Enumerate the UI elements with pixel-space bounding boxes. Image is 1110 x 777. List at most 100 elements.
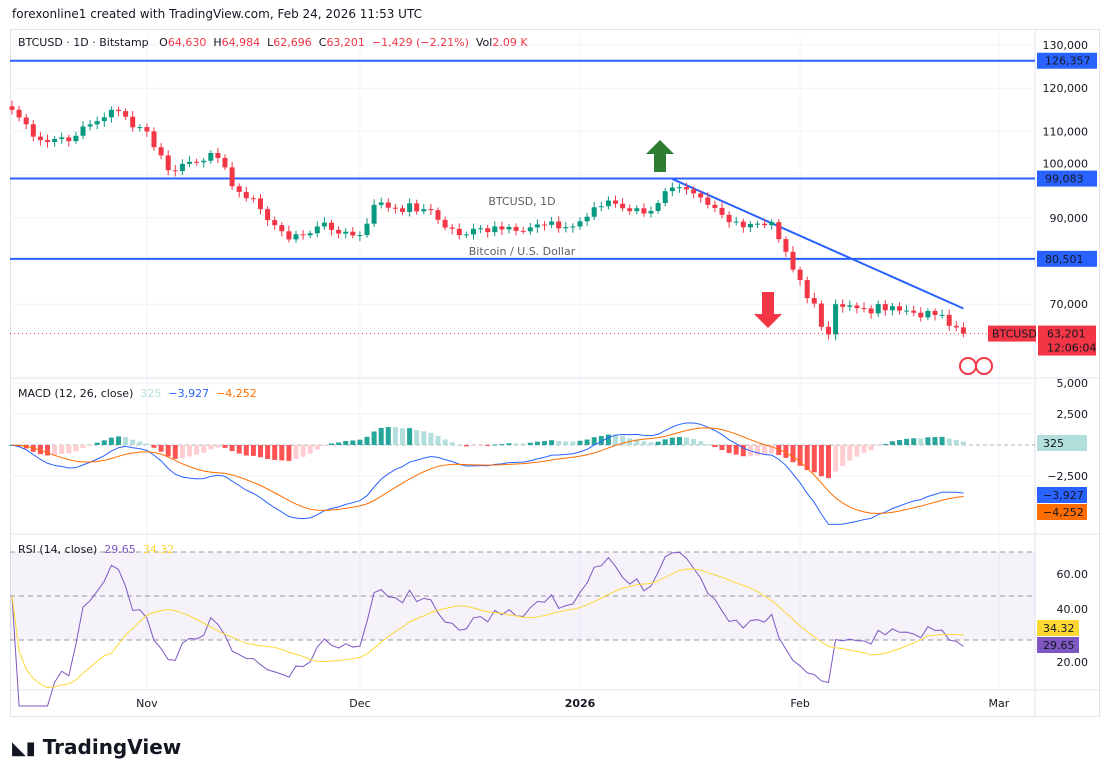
candle-body (960, 327, 966, 334)
macd-histogram-bar (428, 432, 434, 445)
price-tick-label: 130,000 (1043, 39, 1089, 52)
macd-histogram-bar (449, 442, 455, 445)
macd-histogram-bar (314, 445, 320, 450)
signal-line (11, 427, 964, 514)
high-label: H (213, 36, 222, 49)
candle-body (421, 209, 427, 212)
price-tick-label: 90,000 (1050, 212, 1089, 225)
macd-histogram-bar (605, 434, 611, 445)
macd-histogram-bar (52, 445, 58, 456)
macd-histogram-bar (364, 436, 370, 445)
candle-body (329, 222, 334, 230)
macd-histogram-bar (506, 443, 512, 445)
watermark-subtitle: Bitcoin / U.S. Dollar (469, 245, 576, 258)
candle-body (620, 203, 626, 209)
candle-body (463, 234, 469, 236)
rsi-line (11, 551, 964, 707)
chart-frame (10, 29, 1100, 717)
candle-body (897, 306, 902, 311)
candle-body (165, 155, 171, 171)
candle-body (818, 303, 824, 327)
macd-histogram-bar (471, 445, 476, 446)
macd-histogram-bar (463, 445, 469, 447)
candle-body (272, 220, 278, 226)
candle-body (762, 223, 768, 226)
candle-body (378, 202, 384, 205)
macd-histogram-bar (329, 443, 334, 445)
candle-body (371, 204, 377, 224)
candle-body (179, 163, 185, 172)
candle-body (911, 310, 917, 313)
macd-histogram-bar (250, 445, 256, 456)
candle-body (882, 304, 888, 311)
candle-body (946, 314, 952, 326)
macd-histogram-bar (556, 440, 562, 445)
down-arrow-icon (754, 292, 782, 328)
candle-body (194, 161, 200, 163)
candle-body (151, 131, 157, 148)
candle-body (414, 203, 420, 212)
macd-histogram-bar (953, 439, 959, 445)
macd-histogram-bar (726, 445, 732, 454)
candle-body (875, 304, 881, 314)
candle-body (556, 221, 562, 229)
candle-body (236, 186, 242, 192)
macd-histogram-bar (790, 445, 796, 463)
symbol-tag (988, 325, 1036, 342)
macd-histogram-bar (336, 442, 342, 445)
macd-histogram-bar (158, 445, 164, 452)
x-tick-label: Nov (136, 697, 158, 710)
macd-histogram-bar (37, 445, 43, 455)
level-price-label: 99,083 (1045, 173, 1084, 186)
candle-body (627, 208, 633, 212)
macd-histogram-bar (137, 441, 143, 445)
macd-histogram-bar (101, 440, 107, 445)
macd-tick-label: −2,500 (1047, 470, 1088, 483)
candle-body (598, 206, 604, 208)
candle-body (52, 138, 58, 142)
macd-histogram-bar (485, 445, 491, 446)
symbol-label[interactable]: BTCUSD · 1D · Bitstamp (18, 36, 149, 49)
macd-histogram-bar (826, 445, 831, 479)
low-label: L (267, 36, 274, 49)
macd-histogram-bar (123, 437, 129, 445)
macd-value-tag-label: −3,927 (1043, 489, 1084, 502)
tradingview-logo[interactable]: ◣▮ TradingView (12, 735, 181, 759)
candle-body (23, 117, 29, 125)
us-flag-event-icon (959, 357, 977, 375)
macd-histogram-bar (740, 445, 746, 457)
macd-histogram-bar (236, 445, 242, 454)
candle-body (563, 227, 569, 229)
countdown-label: 12:06:04 (1047, 342, 1096, 355)
macd-histogram-bar (570, 441, 576, 445)
macd-title[interactable]: MACD (12, 26, close) (18, 387, 134, 400)
macd-histogram-bar (293, 445, 299, 459)
candle-body (449, 227, 455, 229)
candle-body (613, 200, 618, 204)
candle-body (123, 111, 129, 117)
candle-body (208, 153, 214, 161)
macd-histogram-bar (478, 445, 484, 446)
candle-body (520, 230, 526, 232)
open-label: O (159, 36, 168, 49)
signal-value: −4,252 (216, 387, 257, 400)
rsi-value-tag (1037, 637, 1079, 653)
candle-body (144, 127, 150, 132)
rsi-title[interactable]: RSI (14, close) (18, 543, 98, 556)
candle-body (513, 226, 519, 231)
candle-body (307, 233, 313, 236)
rsi-legend: RSI (14, close) 29.65 34.32 (18, 543, 174, 556)
macd-histogram-bar (641, 441, 647, 445)
rsi-ma-value: 34.32 (142, 543, 175, 556)
macd-value-tag-label: −4,252 (1043, 506, 1084, 519)
candle-body (726, 214, 732, 223)
macd-histogram-bar (669, 437, 675, 445)
macd-histogram-bar (80, 445, 86, 449)
candle-body (478, 228, 484, 230)
candle-body (30, 124, 36, 137)
candle-body (861, 308, 867, 310)
macd-hist-value: 325 (140, 387, 162, 400)
candle-body (676, 187, 682, 189)
macd-histogram-bar (456, 444, 462, 446)
